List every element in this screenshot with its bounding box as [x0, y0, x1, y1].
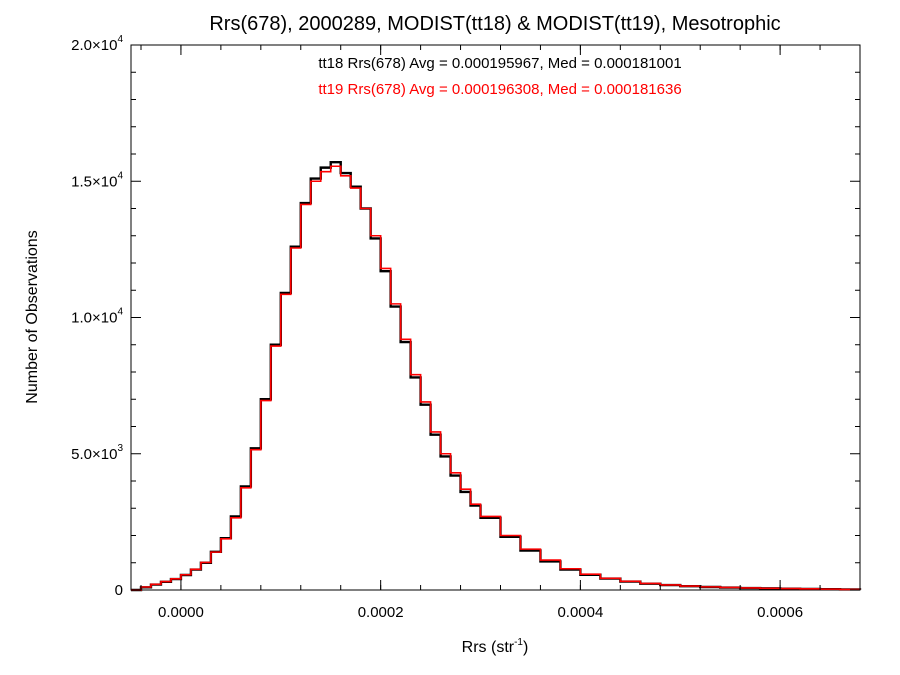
- annotation-tt18: tt18 Rrs(678) Avg = 0.000195967, Med = 0…: [318, 55, 681, 72]
- y-tick-label: 1.0×104: [71, 307, 123, 327]
- y-tick-label: 1.5×104: [71, 170, 123, 190]
- x-tick-label: 0.0006: [757, 604, 803, 621]
- x-tick-label: 0.0004: [557, 604, 603, 621]
- chart-title: Rrs(678), 2000289, MODIST(tt18) & MODIST…: [209, 13, 780, 35]
- x-axis-label: Rrs (str-1): [462, 637, 529, 656]
- plot-area: [131, 160, 862, 592]
- series-line-1: [131, 165, 861, 591]
- x-tick-label: 0.0000: [158, 604, 204, 621]
- axis-ticks: 0.0000 0.0002 0.0004 0.0006 0 5.0×103 1.0×104 1…: [71, 34, 861, 621]
- y-tick-label: 2.0×104: [71, 34, 123, 54]
- x-axis-label-close: ): [523, 639, 528, 656]
- x-axis-label-base: Rrs (str: [462, 639, 515, 656]
- x-axis-label-exp: -1: [514, 637, 523, 648]
- x-tick-label: 0.0002: [358, 604, 404, 621]
- series-line-0: [131, 160, 862, 592]
- y-axis-label: Number of Observations: [24, 230, 41, 403]
- annotation-tt19: tt19 Rrs(678) Avg = 0.000196308, Med = 0…: [318, 81, 681, 98]
- y-tick-label: 5.0×103: [71, 443, 123, 463]
- y-tick-label: 0: [115, 582, 123, 599]
